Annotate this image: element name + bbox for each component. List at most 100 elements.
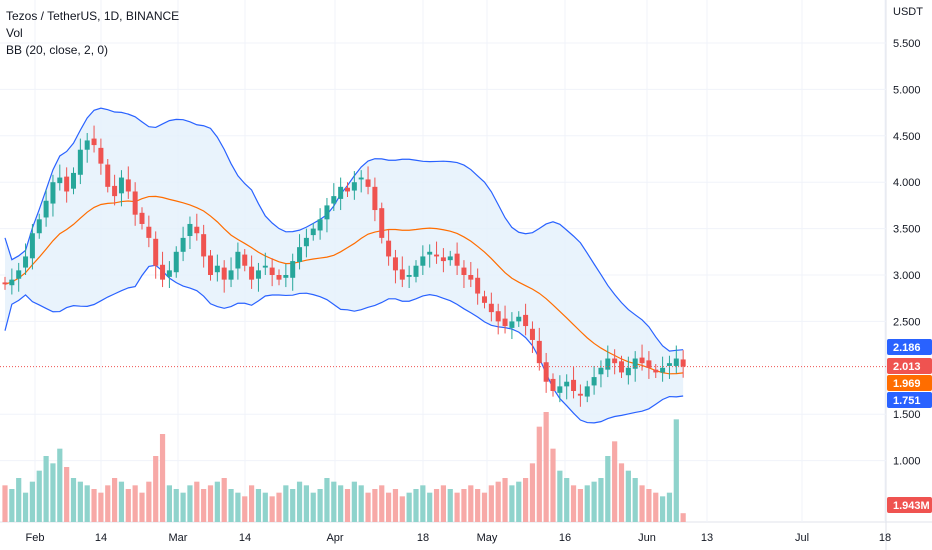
volume-bar (564, 478, 570, 522)
candle-body (386, 240, 392, 257)
volume-bar (125, 489, 131, 522)
candle-body (488, 303, 494, 313)
candle-body (84, 140, 90, 150)
bollinger-indicator-label[interactable]: BB (20, close, 2, 0) (6, 43, 109, 57)
x-tick-label: Jun (638, 532, 656, 544)
volume-bar (646, 489, 652, 522)
bb-basis-line (4, 195, 684, 375)
candle-body (427, 251, 433, 255)
y-axis-unit: USDT (893, 6, 923, 18)
candle-body (290, 261, 296, 278)
candle-body (502, 318, 508, 327)
candle-body (77, 149, 83, 175)
candle-body (71, 172, 76, 189)
candle-body (228, 270, 234, 280)
volume-bar (605, 456, 611, 522)
volume-bar (612, 441, 618, 522)
volume-bar (454, 492, 460, 522)
volume-bar (207, 485, 214, 522)
volume-bar (488, 485, 494, 522)
candle-body (516, 316, 522, 322)
volume-bar (440, 485, 446, 522)
candle-body (180, 237, 186, 252)
volume-bar (70, 478, 77, 522)
volume-bar (406, 492, 412, 522)
volume-bar (420, 485, 426, 522)
candle-body (536, 340, 542, 364)
x-tick-label: 18 (879, 532, 891, 544)
volume-bar (262, 492, 268, 522)
candle-body (338, 186, 344, 199)
candle-body (50, 182, 56, 204)
candle-body (564, 381, 570, 387)
volume-bar (105, 485, 111, 522)
y-axis[interactable]: USDT 5.500 5.000 4.500 4.000 3.500 3.000 2.500 1… (893, 6, 923, 468)
volume-bar (290, 489, 296, 522)
volume-bar (338, 485, 344, 522)
candle-body (392, 257, 398, 271)
volume-bar (331, 481, 337, 522)
volume-bar (632, 478, 638, 522)
volume-bar (276, 492, 282, 522)
symbol-title[interactable]: Tezos / TetherUS, 1D, BINANCE (6, 9, 180, 23)
candle-body (660, 367, 666, 373)
candle-body (612, 358, 618, 364)
price-badge: 1.751 (887, 392, 932, 408)
candle-body (345, 187, 350, 192)
volume-bar (557, 470, 563, 522)
volume-bar (461, 489, 467, 522)
candle-body (235, 251, 241, 269)
volume-bar (653, 492, 659, 522)
candle-body (249, 266, 255, 280)
volume-bar (344, 489, 351, 522)
volume-indicator-label[interactable]: Vol (6, 26, 23, 40)
price-badges: 2.186 2.013 1.969 1.751 1.943M (887, 339, 932, 513)
candle-body (297, 247, 303, 263)
volume-bar (214, 481, 220, 522)
volume-bar (2, 485, 8, 522)
volume-bar (159, 434, 166, 522)
candle-body (276, 275, 282, 280)
volume-bar (16, 478, 22, 522)
volume-bar (43, 456, 49, 522)
candle-body (132, 191, 138, 215)
candle-body (454, 253, 460, 266)
candle-body (173, 251, 179, 273)
x-tick-label: May (477, 532, 498, 544)
candle-body (584, 386, 590, 397)
candle-body (16, 270, 22, 279)
volume-bar (598, 478, 604, 522)
candle-body (112, 185, 118, 197)
x-axis[interactable]: Feb 14 Mar 14 Apr 18 May 16 Jun 13 Jul 18 (26, 532, 892, 544)
price-badge: 1.969 (887, 375, 932, 391)
volume-bar (536, 426, 542, 522)
candle-body (639, 357, 645, 364)
volume-bar (317, 489, 323, 522)
candle-body (317, 219, 323, 231)
candle-body (482, 296, 487, 303)
candle-body (529, 328, 535, 340)
y-tick-label: 4.000 (893, 177, 921, 189)
volume-bar (570, 485, 577, 522)
candle-body (680, 359, 686, 367)
x-tick-label: Apr (326, 532, 343, 544)
candle-body (64, 176, 70, 192)
volume-bar (91, 489, 97, 522)
volume-bar (502, 478, 508, 522)
x-tick-label: 16 (559, 532, 571, 544)
volume-bar (201, 489, 207, 522)
candle-body (331, 196, 337, 204)
volume-bar (351, 481, 357, 522)
volume-bar (660, 496, 666, 522)
candle-body (2, 282, 8, 285)
candle-body (365, 179, 371, 187)
volume-bar (310, 492, 316, 522)
volume-bar (194, 481, 200, 522)
candle-body (262, 265, 268, 268)
volume-bar (153, 456, 159, 522)
chart-legend: Tezos / TetherUS, 1D, BINANCE Vol BB (20… (6, 8, 179, 59)
candle-body (632, 358, 638, 369)
volume-bar (303, 485, 309, 522)
volume-bar (98, 492, 104, 522)
